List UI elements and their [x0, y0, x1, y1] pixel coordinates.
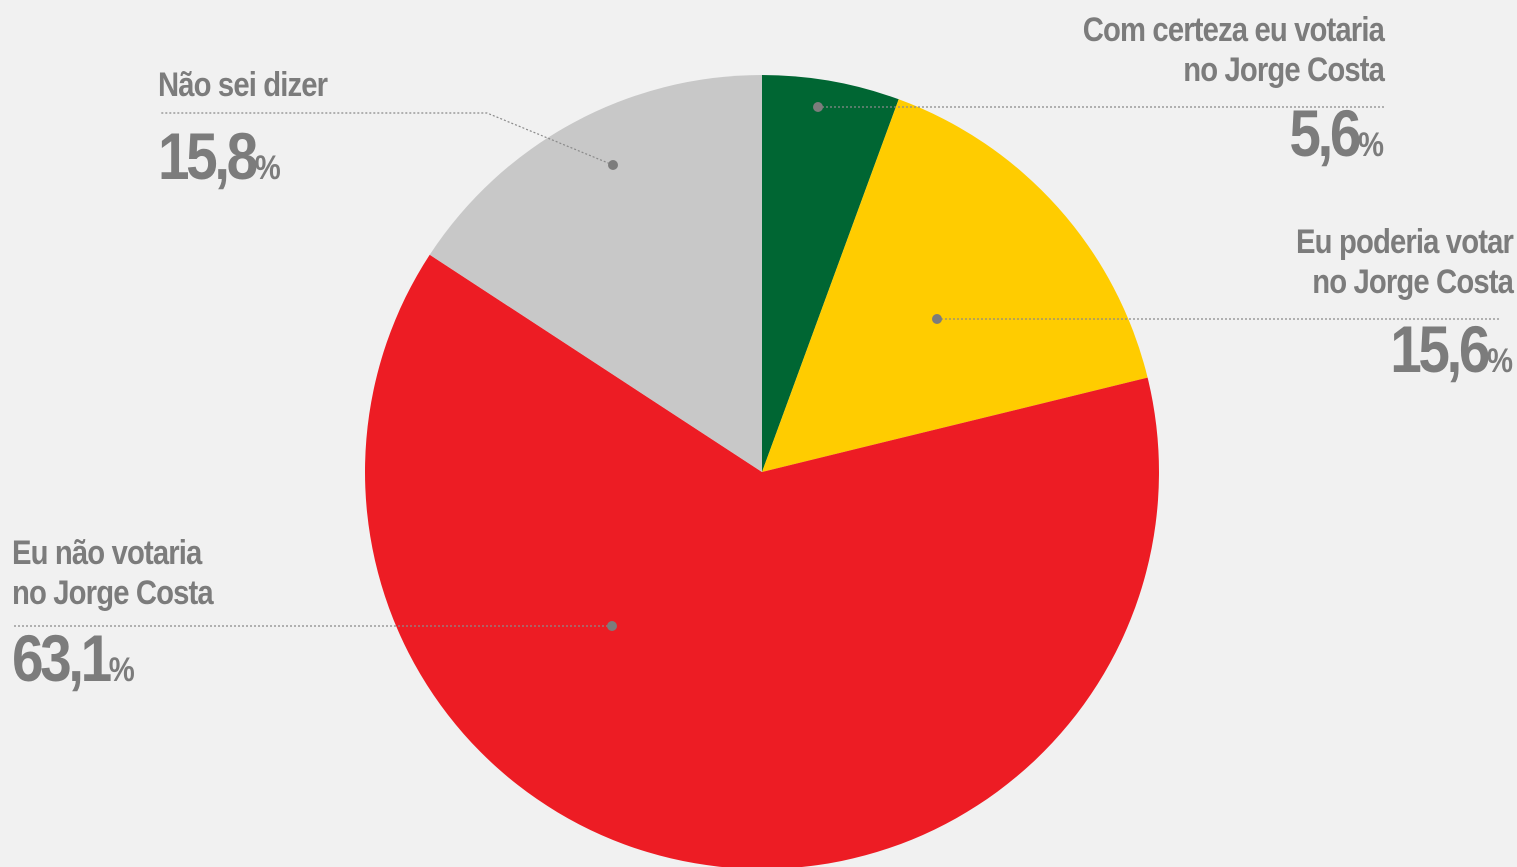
pie-slice-2: [365, 254, 1159, 867]
leader-dot-0: [813, 102, 823, 112]
slice-name-line1: Não sei dizer: [158, 66, 328, 104]
slice-name-line1: Eu poderia votar: [1296, 223, 1514, 261]
label-nao-votaria: Eu não votaria no Jorge Costa 63,1%: [12, 533, 432, 705]
label-nao-sei: Não sei dizer 15,8%: [158, 65, 578, 203]
slice-value-number: 15,8: [158, 119, 258, 193]
slice-value: 63,1%: [12, 623, 373, 705]
slice-value: 5,6%: [1023, 98, 1384, 180]
percent-sign: %: [1357, 126, 1384, 164]
leader-dot-2: [607, 621, 617, 631]
leader-dot-1: [932, 314, 942, 324]
slice-value-number: 63,1: [12, 621, 112, 695]
slice-name-line1: Com certeza eu votaria: [1082, 11, 1385, 49]
label-com-certeza: Com certeza eu votaria no Jorge Costa 5,…: [964, 10, 1385, 180]
slice-name-line1: Eu não votaria: [12, 534, 202, 572]
slice-name-line2: no Jorge Costa: [1312, 263, 1514, 301]
percent-sign: %: [1486, 342, 1513, 380]
slice-value: 15,6%: [1152, 314, 1513, 396]
pie-slice-1: [762, 99, 1148, 472]
pie-slice-0: [762, 75, 899, 472]
pie-slice-3: [429, 75, 762, 472]
percent-sign: %: [254, 149, 281, 187]
slice-name-line2: no Jorge Costa: [1183, 51, 1385, 89]
slice-name-line2: no Jorge Costa: [12, 574, 214, 612]
label-poderia-votar: Eu poderia votar no Jorge Costa 15,6%: [1093, 222, 1514, 396]
slice-value-number: 15,6: [1390, 312, 1490, 386]
leader-line-3: [160, 112, 614, 166]
leader-dot-3: [608, 160, 618, 170]
slice-value: 15,8%: [158, 121, 519, 203]
percent-sign: %: [108, 651, 135, 689]
slice-value-number: 5,6: [1289, 96, 1361, 170]
